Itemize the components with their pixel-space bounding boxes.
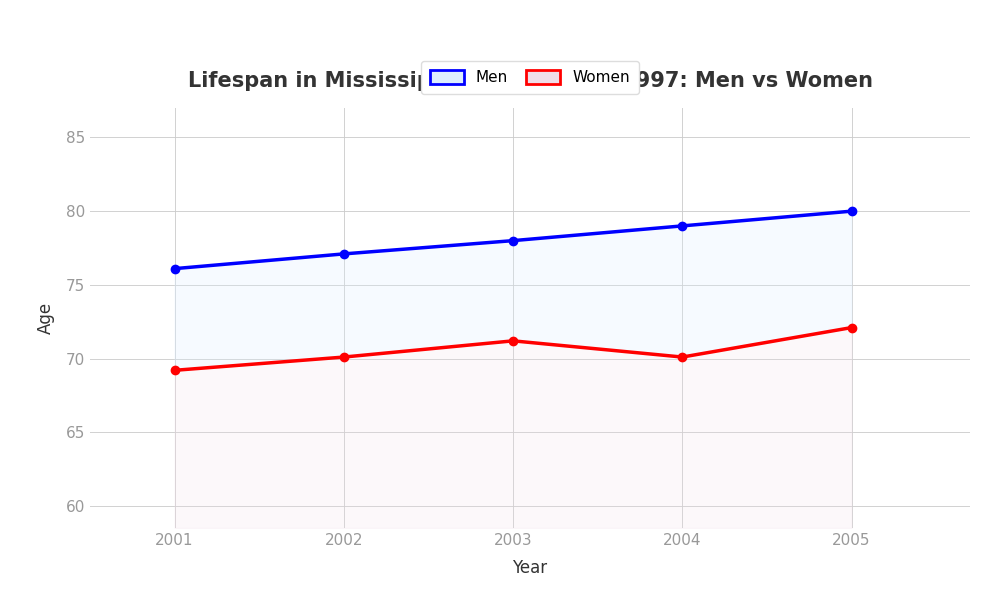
- Y-axis label: Age: Age: [37, 302, 55, 334]
- Legend: Men, Women: Men, Women: [421, 61, 639, 94]
- Title: Lifespan in Mississippi from 1975 to 1997: Men vs Women: Lifespan in Mississippi from 1975 to 199…: [188, 71, 872, 91]
- X-axis label: Year: Year: [512, 559, 548, 577]
